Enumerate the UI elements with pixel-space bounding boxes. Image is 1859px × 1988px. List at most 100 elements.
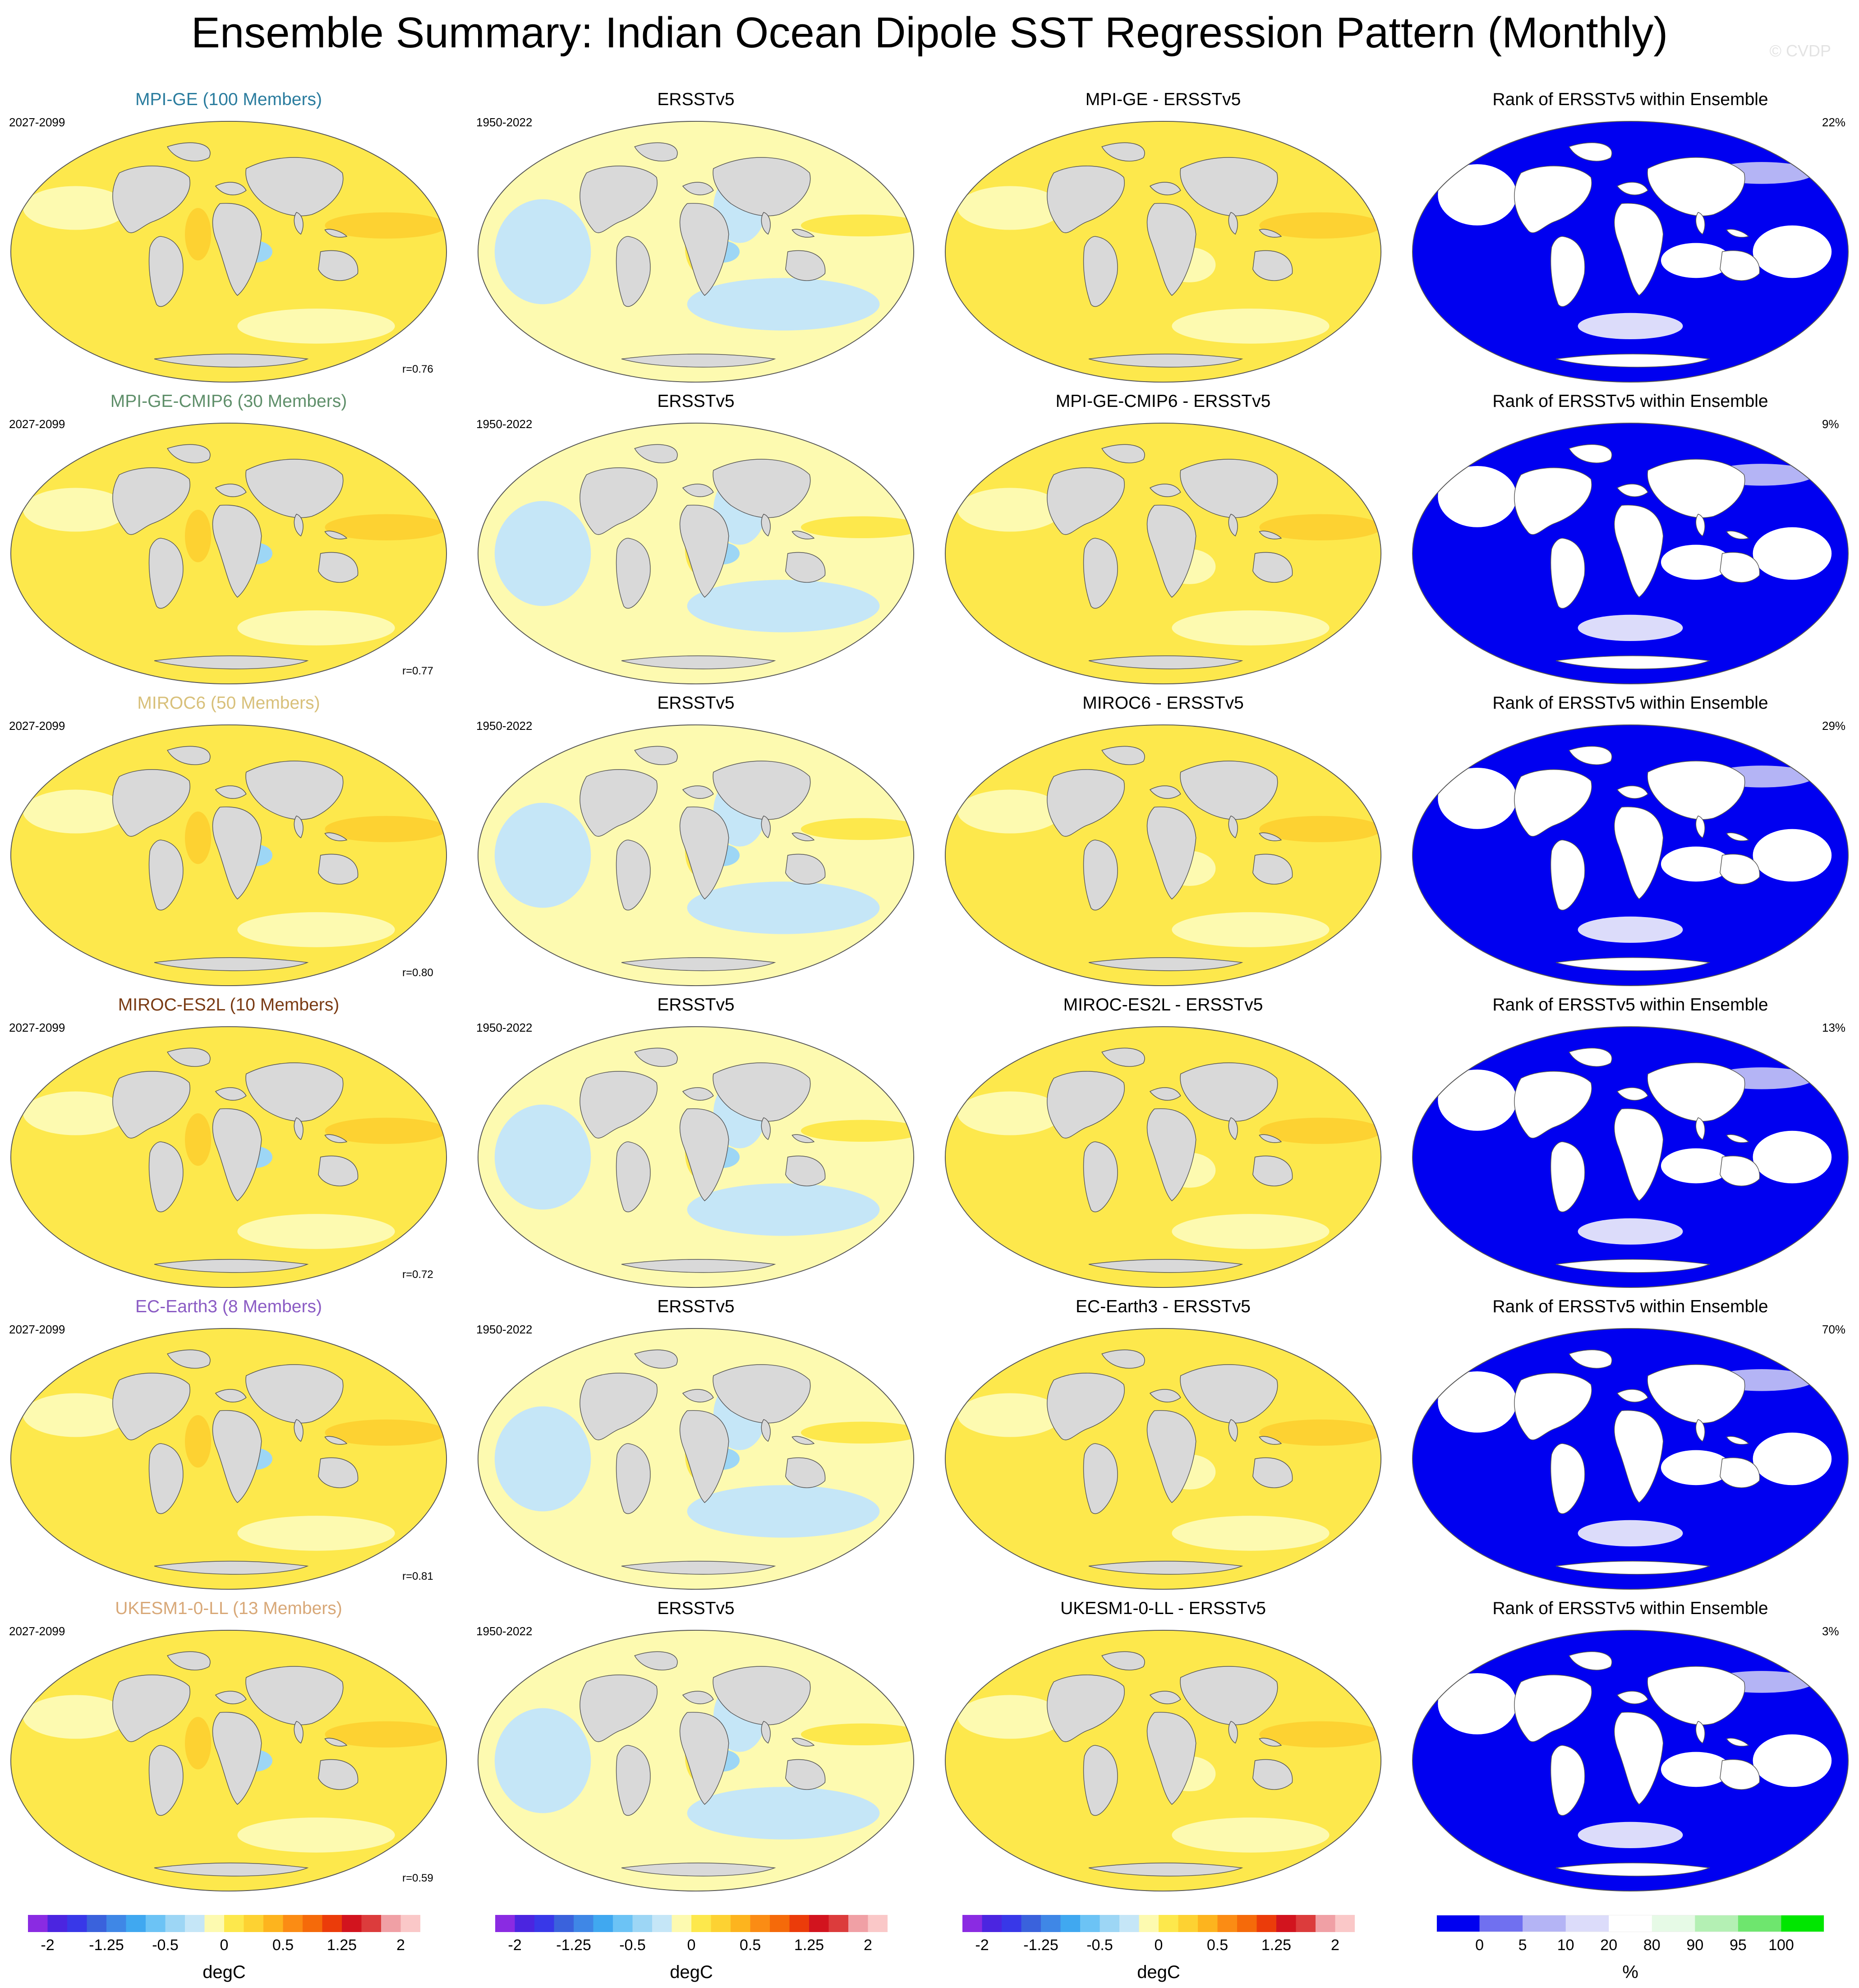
land-mass bbox=[682, 1691, 714, 1704]
land-mass bbox=[616, 1443, 651, 1514]
pattern-region bbox=[1661, 1752, 1731, 1787]
pattern-region bbox=[1661, 846, 1731, 882]
colorbar-tick-label: 100 bbox=[1768, 1937, 1794, 1954]
land-mass bbox=[682, 182, 714, 195]
land-mass bbox=[761, 212, 771, 235]
land-mass bbox=[1146, 1711, 1196, 1805]
pattern-region bbox=[1259, 212, 1381, 239]
land-mass bbox=[1614, 806, 1664, 899]
land-mass bbox=[1616, 1389, 1648, 1402]
pattern-region bbox=[185, 1717, 212, 1770]
rank-map bbox=[1412, 422, 1849, 685]
model-map bbox=[10, 724, 447, 987]
map-outline bbox=[1412, 422, 1849, 685]
land-mass bbox=[1555, 354, 1711, 368]
colorbar-tick-label: 0.5 bbox=[739, 1937, 761, 1954]
land-mass bbox=[1569, 142, 1612, 161]
land-mass bbox=[1149, 1087, 1181, 1101]
map-outline bbox=[477, 1026, 915, 1288]
colorbar-tick-label: -0.5 bbox=[619, 1937, 646, 1954]
land-mass bbox=[212, 806, 262, 899]
land-mass bbox=[1149, 785, 1181, 799]
map-outline bbox=[477, 1629, 915, 1892]
land-mass bbox=[245, 157, 344, 217]
land-mass bbox=[245, 1364, 344, 1424]
land-mass bbox=[212, 1108, 262, 1201]
land-mass bbox=[318, 1155, 359, 1186]
colorbar-swatch bbox=[495, 1915, 515, 1932]
colorbar-tick-label: 1.25 bbox=[1261, 1937, 1292, 1954]
panel-title: ERSSTv5 bbox=[657, 1599, 735, 1618]
rank-percent: 22% bbox=[1822, 115, 1846, 129]
pattern-region bbox=[23, 488, 128, 532]
pattern-region bbox=[185, 1415, 212, 1468]
figure-title: Ensemble Summary: Indian Ocean Dipole SS… bbox=[191, 9, 1668, 57]
pattern-region bbox=[1172, 610, 1330, 646]
land-mass bbox=[215, 182, 247, 195]
colorbar-swatch bbox=[283, 1915, 303, 1932]
land-mass bbox=[1180, 157, 1278, 217]
land-mass bbox=[1614, 1711, 1664, 1805]
colorbar-swatch bbox=[1178, 1915, 1198, 1932]
land-mass bbox=[1088, 1863, 1243, 1877]
colorbar-tick-label: -0.5 bbox=[152, 1937, 179, 1954]
land-mass bbox=[154, 957, 309, 971]
land-mass bbox=[167, 1047, 211, 1067]
pattern-region bbox=[237, 1817, 395, 1853]
colorbar-swatch bbox=[224, 1915, 244, 1932]
land-mass bbox=[1550, 839, 1585, 911]
land-mass bbox=[148, 538, 184, 609]
land-mass bbox=[791, 832, 815, 841]
map-outline bbox=[477, 724, 915, 987]
land-mass bbox=[1616, 1691, 1648, 1704]
colorbar-swatch bbox=[342, 1915, 362, 1932]
pattern-region bbox=[687, 1183, 880, 1236]
colorbar-tick-label: 5 bbox=[1518, 1937, 1527, 1954]
map-outline bbox=[10, 724, 447, 987]
panel-title: UKESM1-0-LL (13 Members) bbox=[115, 1599, 342, 1618]
colorbar-swatch bbox=[789, 1915, 810, 1932]
colorbar-tick-label: 90 bbox=[1686, 1937, 1704, 1954]
land-mass bbox=[580, 1674, 658, 1742]
colorbar-swatch bbox=[1565, 1915, 1609, 1932]
colorbar-swatch bbox=[962, 1915, 982, 1932]
land-mass bbox=[682, 1389, 714, 1402]
rank-map bbox=[1412, 1026, 1849, 1288]
model-map bbox=[10, 1026, 447, 1288]
land-mass bbox=[785, 250, 826, 281]
map-outline bbox=[477, 1328, 915, 1590]
colorbar-swatch bbox=[868, 1915, 888, 1932]
colorbar-tick-label: -2 bbox=[975, 1937, 989, 1954]
colorbar-swatch bbox=[1021, 1915, 1041, 1932]
land-mass bbox=[167, 1349, 211, 1369]
model-map bbox=[10, 422, 447, 685]
land-mass bbox=[294, 1720, 304, 1744]
land-mass bbox=[1252, 853, 1293, 885]
obs-map bbox=[477, 1328, 915, 1590]
diff-map bbox=[944, 1328, 1382, 1590]
pattern-region bbox=[957, 1091, 1063, 1135]
colorbar-tick-label: -1.25 bbox=[89, 1937, 124, 1954]
land-mass bbox=[713, 1364, 811, 1424]
land-mass bbox=[761, 815, 771, 839]
land-mass bbox=[1569, 444, 1612, 463]
land-mass bbox=[1088, 1561, 1243, 1575]
colorbar-tick-label: 80 bbox=[1643, 1937, 1661, 1954]
colorbar-swatch bbox=[848, 1915, 868, 1932]
pattern-region bbox=[801, 818, 914, 840]
land-mass bbox=[1101, 746, 1145, 765]
pattern-region bbox=[1172, 309, 1330, 344]
land-mass bbox=[318, 250, 359, 281]
land-mass bbox=[1695, 1419, 1705, 1442]
pattern-region bbox=[1172, 1214, 1330, 1249]
land-mass bbox=[1149, 1389, 1181, 1402]
pattern-region bbox=[1753, 527, 1832, 580]
pattern-region bbox=[23, 789, 128, 834]
colorbar-swatch bbox=[1436, 1915, 1480, 1932]
colorbar-tick-label: 0 bbox=[1154, 1937, 1163, 1954]
pattern-region bbox=[237, 1516, 395, 1551]
land-mass bbox=[1616, 484, 1648, 497]
land-mass bbox=[679, 806, 729, 899]
period-label: 2027-2099 bbox=[9, 1021, 65, 1034]
land-mass bbox=[1180, 761, 1278, 820]
